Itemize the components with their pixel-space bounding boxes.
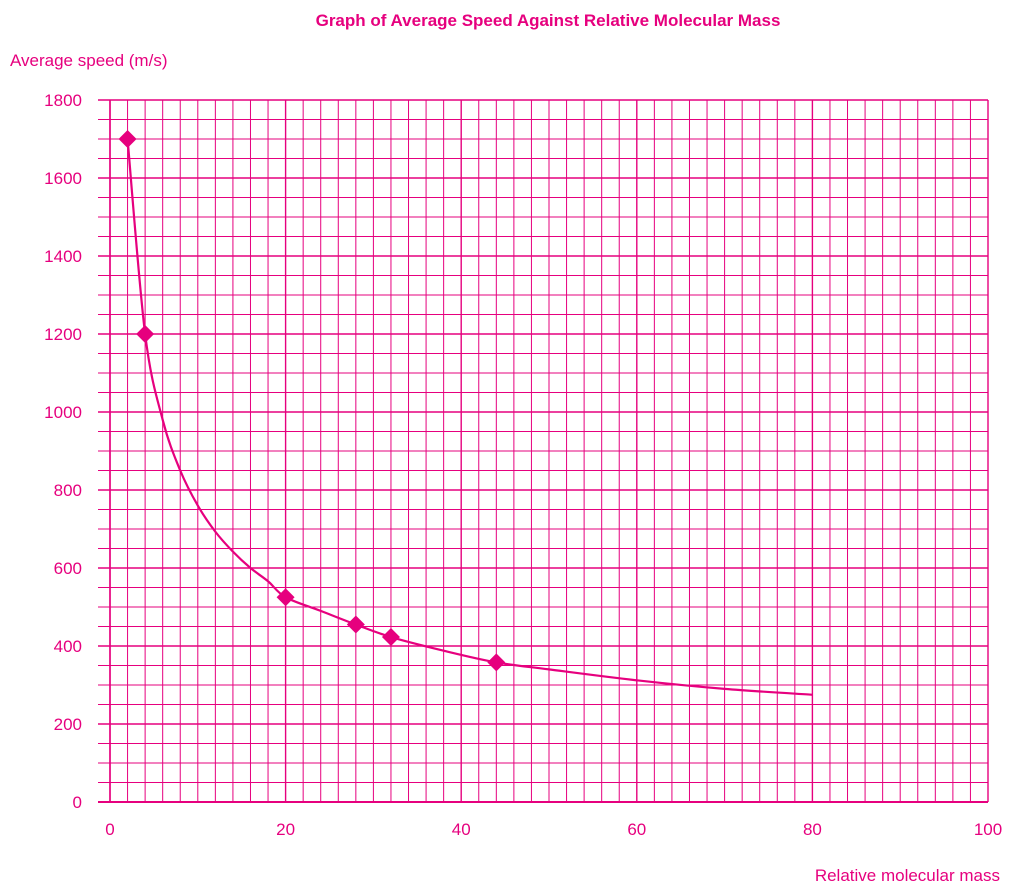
data-point-marker (381, 628, 400, 647)
data-point-marker (487, 653, 506, 672)
grid (98, 99, 989, 803)
data-point-marker (118, 130, 137, 148)
y-tick-label: 400 (54, 637, 82, 656)
y-tick-label: 1200 (44, 325, 82, 344)
y-tick-label: 600 (54, 559, 82, 578)
x-tick-label: 60 (627, 820, 646, 839)
x-tick-labels: 0 20 40 60 80 100 (105, 820, 1002, 839)
series-line (126, 138, 813, 696)
y-tick-label: 1600 (44, 169, 82, 188)
x-tick-label: 100 (974, 820, 1002, 839)
y-axis-label: Average speed (m/s) (10, 51, 167, 70)
data-point-marker (346, 615, 365, 634)
x-axis-label: Relative molecular mass (815, 866, 1000, 883)
axes (98, 100, 988, 803)
x-tick-label: 20 (276, 820, 295, 839)
y-tick-label: 200 (54, 715, 82, 734)
y-tick-label: 1000 (44, 403, 82, 422)
markers (118, 130, 506, 672)
data-point-marker (276, 588, 295, 607)
y-tick-label: 800 (54, 481, 82, 500)
x-tick-label: 0 (105, 820, 114, 839)
y-tick-labels: 0 200 400 600 800 1000 1200 1400 1600 1800 (44, 91, 82, 812)
y-tick-label: 1800 (44, 91, 82, 110)
x-tick-label: 80 (803, 820, 822, 839)
x-tick-label: 40 (452, 820, 471, 839)
series (126, 138, 813, 696)
y-tick-label: 0 (73, 793, 82, 812)
chart-title: Graph of Average Speed Against Relative … (316, 11, 781, 30)
data-point-marker (136, 325, 155, 343)
y-tick-label: 1400 (44, 247, 82, 266)
